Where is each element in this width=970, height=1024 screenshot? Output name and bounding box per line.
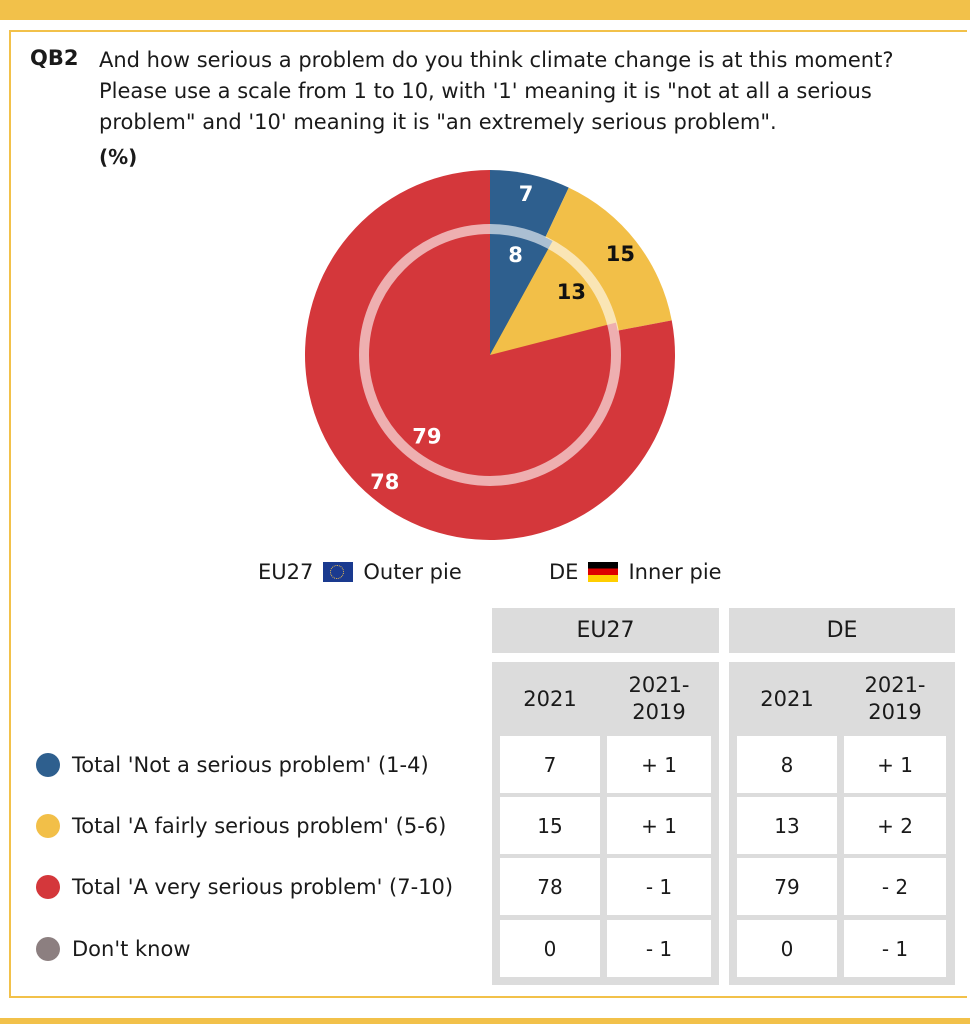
- table-group-header: EU27: [492, 608, 719, 653]
- de-flag-icon: [588, 562, 619, 582]
- table-cell: - 1: [607, 858, 711, 915]
- de-inner-data-label-2: 13: [557, 280, 586, 304]
- nested-pie-chart: 7 15 78 8 13 79: [304, 170, 675, 540]
- content-frame: [9, 30, 967, 998]
- legend-eu-pie: Outer pie: [363, 560, 462, 584]
- table-cell: 0: [500, 920, 600, 977]
- table-cell: - 1: [844, 920, 946, 977]
- table-cell: 8: [737, 736, 837, 793]
- table-cell: + 1: [844, 736, 946, 793]
- table-cell: + 1: [607, 736, 711, 793]
- table-cell: 79: [737, 858, 837, 915]
- table-cell: + 1: [607, 797, 711, 854]
- eu27-outer-data-label-1: 7: [519, 182, 534, 206]
- legend-dot-icon: [36, 813, 60, 838]
- legend-de-label: DE: [549, 560, 579, 584]
- unit-label: (%): [99, 145, 138, 169]
- legend-de: DE Inner pie: [549, 560, 722, 584]
- eu-flag-icon: [323, 562, 354, 582]
- bottom-band: [0, 1018, 970, 1024]
- table-cell: 78: [500, 858, 600, 915]
- table-cell: 15: [500, 797, 600, 854]
- de-inner-slice-3: [360, 225, 620, 485]
- eu27-outer-data-label-2: 15: [606, 242, 635, 266]
- legend-dot-icon: [36, 936, 60, 961]
- table-cell: + 2: [844, 797, 946, 854]
- table-cell: - 1: [607, 920, 711, 977]
- table-cell: 13: [737, 797, 837, 854]
- row-label-text: Total 'A fairly serious problem' (5-6): [72, 813, 447, 838]
- inner-pie-separator-ring: [359, 224, 621, 486]
- question-text: And how serious a problem do you think c…: [99, 45, 949, 138]
- table-cell: 0: [737, 920, 837, 977]
- row-label-text: Total 'Not a serious problem' (1-4): [72, 752, 429, 777]
- table-subheader: 2021- 2019: [844, 668, 946, 730]
- table-row-label: Total 'A fairly serious problem' (5-6): [36, 797, 446, 854]
- legend-eu-label: EU27: [258, 560, 314, 584]
- eu27-outer-data-label-3: 78: [370, 470, 399, 494]
- question-line: And how serious a problem do you think c…: [99, 48, 894, 72]
- question-line: Please use a scale from 1 to 10, with '1…: [99, 79, 872, 103]
- table-subheader: 2021- 2019: [607, 668, 711, 730]
- question-line: problem" and '10' meaning it is "an extr…: [99, 110, 777, 134]
- table-cell: - 2: [844, 858, 946, 915]
- de-inner-slice-1: [490, 225, 553, 355]
- de-inner-data-label-3: 79: [412, 424, 441, 448]
- top-band: [0, 0, 970, 20]
- legend-dot-icon: [36, 752, 60, 777]
- de-inner-data-label-1: 8: [508, 243, 523, 267]
- table-subheader: 2021: [500, 668, 600, 730]
- table-cell: 7: [500, 736, 600, 793]
- table-group-header: DE: [729, 608, 955, 653]
- legend-eu: EU27 Outer pie: [258, 560, 462, 584]
- question-code: QB2: [30, 46, 79, 70]
- row-label-text: Total 'A very serious problem' (7-10): [72, 874, 454, 899]
- legend-de-pie: Inner pie: [628, 560, 722, 584]
- table-row-label: Total 'Not a serious problem' (1-4): [36, 736, 429, 793]
- table-row-label: Don't know: [36, 920, 191, 977]
- row-label-text: Don't know: [72, 936, 191, 961]
- table-subheader: 2021: [737, 668, 837, 730]
- table-row-label: Total 'A very serious problem' (7-10): [36, 858, 453, 915]
- legend-dot-icon: [36, 874, 60, 899]
